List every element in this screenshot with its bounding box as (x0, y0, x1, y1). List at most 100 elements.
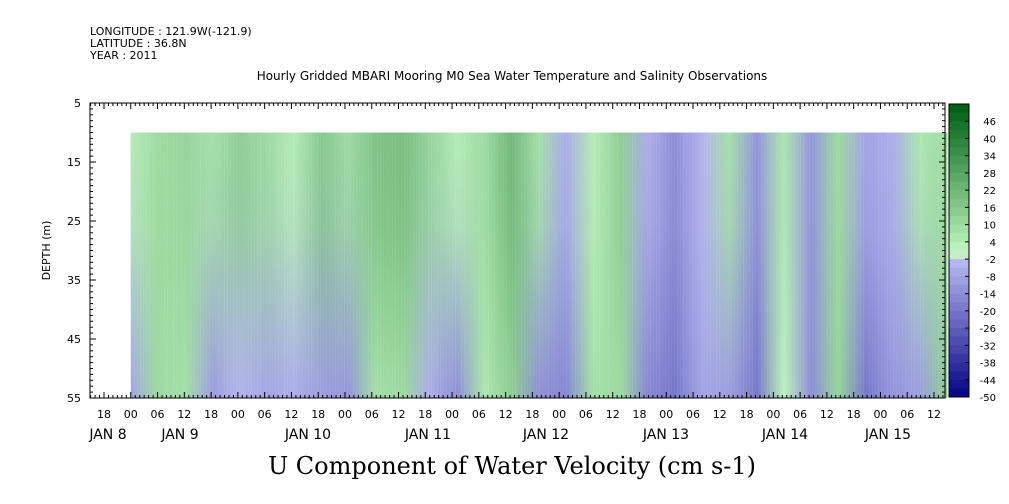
x-hour-tick-label: 06 (686, 408, 700, 421)
heatmap-streak (439, 132, 442, 398)
heatmap-streak (358, 132, 361, 398)
x-hour-tick-label: 18 (740, 408, 754, 421)
heatmap-streak (133, 132, 136, 398)
colorbar-label: 10 (983, 221, 996, 232)
x-hour-tick-label: 18 (97, 408, 111, 421)
heatmap-streak (490, 132, 493, 398)
heatmap-streak (805, 132, 808, 398)
x-hour-tick-label: 00 (873, 408, 887, 421)
x-hour-tick-label: 00 (124, 408, 138, 421)
heatmap-streak (775, 132, 778, 398)
heatmap-streak (391, 132, 394, 398)
heatmap-streak (160, 132, 163, 398)
heatmap-streak (604, 132, 607, 398)
heatmap-streak (139, 132, 142, 398)
heatmap-streak (928, 132, 931, 398)
x-day-label: JAN 12 (522, 427, 569, 443)
heatmap-streak (700, 132, 703, 398)
x-hour-tick-label: 00 (766, 408, 780, 421)
heatmap-streak (412, 132, 415, 398)
x-hour-tick-label: 18 (847, 408, 861, 421)
heatmap-streak (742, 132, 745, 398)
heatmap-streak (781, 132, 784, 398)
heatmap-streak (202, 132, 205, 398)
heatmap-streak (736, 132, 739, 398)
heatmap-streak (232, 132, 235, 398)
colorbar-label: 34 (983, 152, 996, 163)
heatmap-streak (454, 132, 457, 398)
heatmap-streak (634, 132, 637, 398)
heatmap-streak (706, 132, 709, 398)
colorbar-label: 46 (983, 117, 996, 128)
x-hour-tick-label: 18 (632, 408, 646, 421)
heatmap-streak (415, 132, 418, 398)
heatmap-streak (910, 132, 913, 398)
heatmap-streak (445, 132, 448, 398)
colorbar-segment (949, 164, 969, 174)
heatmap-streak (787, 132, 790, 398)
heatmap-streak (796, 132, 799, 398)
heatmap-streak (403, 132, 406, 398)
heatmap-streak (259, 132, 262, 398)
heatmap-streak (511, 132, 514, 398)
colorbar-segment (949, 207, 969, 217)
heatmap-streak (400, 132, 403, 398)
heatmap-streak (184, 132, 187, 398)
heatmap-streak (292, 132, 295, 398)
heatmap-streak (799, 132, 802, 398)
heatmap-streak (547, 132, 550, 398)
heatmap-streak (652, 132, 655, 398)
x-hour-tick-label: 18 (525, 408, 539, 421)
heatmap-streak (727, 132, 730, 398)
heatmap-streak (586, 132, 589, 398)
heatmap-streak (922, 132, 925, 398)
heatmap-streak (301, 132, 304, 398)
heatmap-streak (523, 132, 526, 398)
y-tick-label: 15 (67, 156, 81, 169)
heatmap-streak (916, 132, 919, 398)
y-tick-label: 45 (67, 333, 81, 346)
colorbar-label: -14 (980, 290, 996, 301)
heatmap-streak (844, 132, 847, 398)
colorbar-segment (949, 259, 969, 269)
heatmap-streak (853, 132, 856, 398)
heatmap-streak (628, 132, 631, 398)
heatmap-streak (613, 132, 616, 398)
heatmap-streak (214, 132, 217, 398)
heatmap-streak (175, 132, 178, 398)
x-hour-tick-label: 00 (231, 408, 245, 421)
x-hour-tick-label: 12 (284, 408, 298, 421)
heatmap-streak (142, 132, 145, 398)
heatmap-streak (205, 132, 208, 398)
x-hour-tick-label: 12 (392, 408, 406, 421)
heatmap-streak (712, 132, 715, 398)
heatmap-streak (385, 132, 388, 398)
heatmap-streak (136, 132, 139, 398)
heatmap-streak (424, 132, 427, 398)
heatmap-streak (553, 132, 556, 398)
colorbar-segment (949, 276, 969, 286)
heatmap-streak (841, 132, 844, 398)
heatmap-streak (655, 132, 658, 398)
heatmap-streak (559, 132, 562, 398)
heatmap-streak (244, 132, 247, 398)
colorbar-segment (949, 379, 969, 389)
heatmap-streak (868, 132, 871, 398)
heatmap-streak (394, 132, 397, 398)
heatmap-streak (427, 132, 430, 398)
heatmap-streak (190, 132, 193, 398)
heatmap-streak (340, 132, 343, 398)
heatmap-streak (721, 132, 724, 398)
heatmap-streak (418, 132, 421, 398)
colorbar-segment (949, 147, 969, 157)
colorbar-segment (949, 371, 969, 381)
y-tick-label: 55 (67, 392, 81, 405)
heatmap-streak (856, 132, 859, 398)
heatmap-streak (181, 132, 184, 398)
heatmap-streak (196, 132, 199, 398)
heatmap-streak (661, 132, 664, 398)
heatmap-streak (289, 132, 292, 398)
heatmap-streak (283, 132, 286, 398)
x-hour-tick-label: 00 (659, 408, 673, 421)
